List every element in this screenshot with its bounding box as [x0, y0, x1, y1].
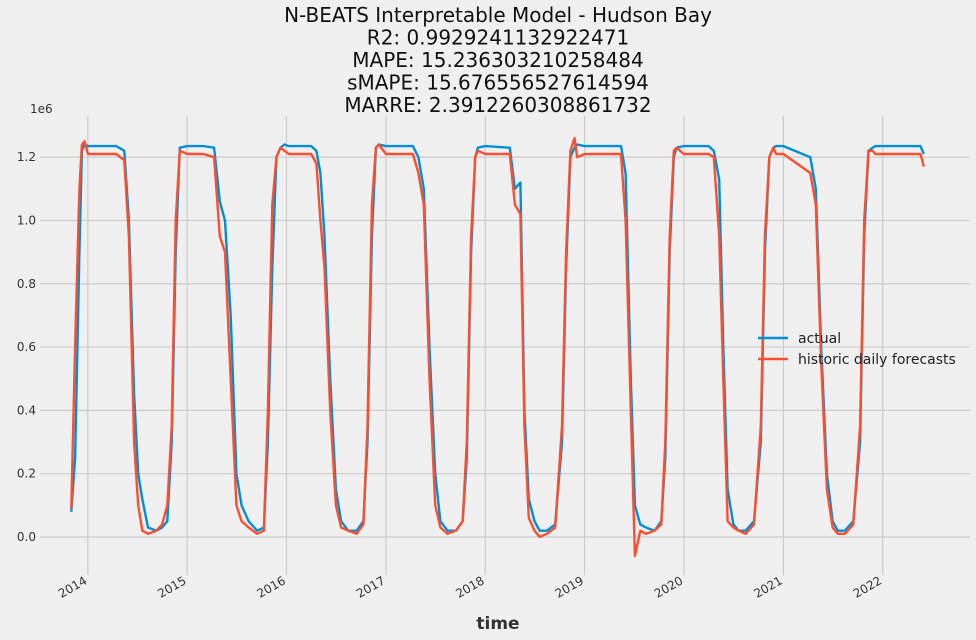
- metric-line: MAPE: 15.236303210258484: [352, 48, 643, 72]
- y-tick-label: 1.0: [17, 213, 36, 227]
- y-tick-label: 0.2: [17, 467, 36, 481]
- series-line-forecast: [70, 136, 925, 558]
- legend-label: historic daily forecasts: [798, 352, 956, 368]
- chart-title: N-BEATS Interpretable Model - Hudson Bay: [284, 3, 712, 27]
- y-tick-label: 0.6: [17, 340, 36, 354]
- y-tick-label: 0.8: [17, 277, 36, 291]
- legend-label: actual: [798, 331, 841, 347]
- grid: [40, 116, 970, 575]
- legend: actual historic daily forecasts: [758, 331, 956, 368]
- metric-line: MARRE: 2.3912260308861732: [344, 93, 651, 117]
- y-tick-label: 1.2: [17, 150, 36, 164]
- x-axis-label: time: [476, 614, 519, 634]
- metric-line: sMAPE: 15.676556527614594: [347, 71, 649, 95]
- title-block: N-BEATS Interpretable Model - Hudson Bay…: [284, 3, 712, 117]
- metric-line: R2: 0.9929241132922471: [367, 26, 629, 50]
- series-layer: [70, 136, 925, 558]
- y-offset-label: 1e6: [30, 102, 53, 116]
- y-tick-label: 0.0: [17, 530, 36, 544]
- y-tick-label: 0.4: [17, 403, 36, 417]
